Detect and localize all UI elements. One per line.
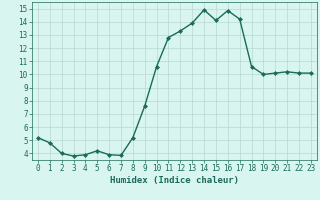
X-axis label: Humidex (Indice chaleur): Humidex (Indice chaleur) <box>110 176 239 185</box>
